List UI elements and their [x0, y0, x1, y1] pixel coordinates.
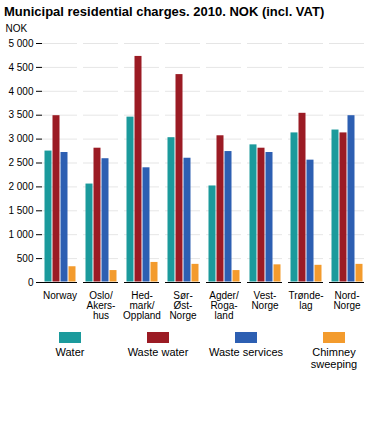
svg-text:3 500: 3 500: [8, 109, 33, 120]
svg-text:Agder/Roga-land: Agder/Roga-land: [209, 290, 239, 321]
svg-text:Nord-Norge: Nord-Norge: [333, 290, 361, 311]
svg-text:5 000: 5 000: [8, 38, 33, 49]
svg-text:4 500: 4 500: [8, 62, 33, 73]
svg-text:1 000: 1 000: [8, 229, 33, 240]
html-text:Waste water: Waste water: [127, 346, 189, 358]
svg-text:Norway: Norway: [43, 290, 77, 301]
svg-text:0: 0: [28, 277, 34, 288]
svg-text:Oslo/Akers-hus: Oslo/Akers-hus: [87, 290, 116, 321]
svg-text:Vest-Norge: Vest-Norge: [251, 290, 279, 311]
svg-text:2 000: 2 000: [8, 181, 33, 192]
svg-text:Sør-Øst-Norge: Sør-Øst-Norge: [169, 290, 197, 321]
svg-text:2 500: 2 500: [8, 157, 33, 168]
html-text:Water: Water: [55, 346, 85, 358]
svg-text:1 500: 1 500: [8, 205, 33, 216]
svg-text:Trønde-lag: Trønde-lag: [288, 290, 323, 311]
svg-text:3 000: 3 000: [8, 133, 33, 144]
svg-text:4 000: 4 000: [8, 86, 33, 97]
html-text:Chimney sweeping: Chimney sweeping: [310, 346, 358, 370]
svg-text:500: 500: [17, 253, 34, 264]
svg-text:Hed-mark/Oppland: Hed-mark/Oppland: [123, 290, 161, 321]
html-text:Municipal residential charges.: Municipal residential charges. 2010. NOK…: [4, 4, 325, 19]
html-text:Waste services: Waste services: [208, 346, 284, 358]
svg-text:NOK: NOK: [6, 23, 28, 34]
